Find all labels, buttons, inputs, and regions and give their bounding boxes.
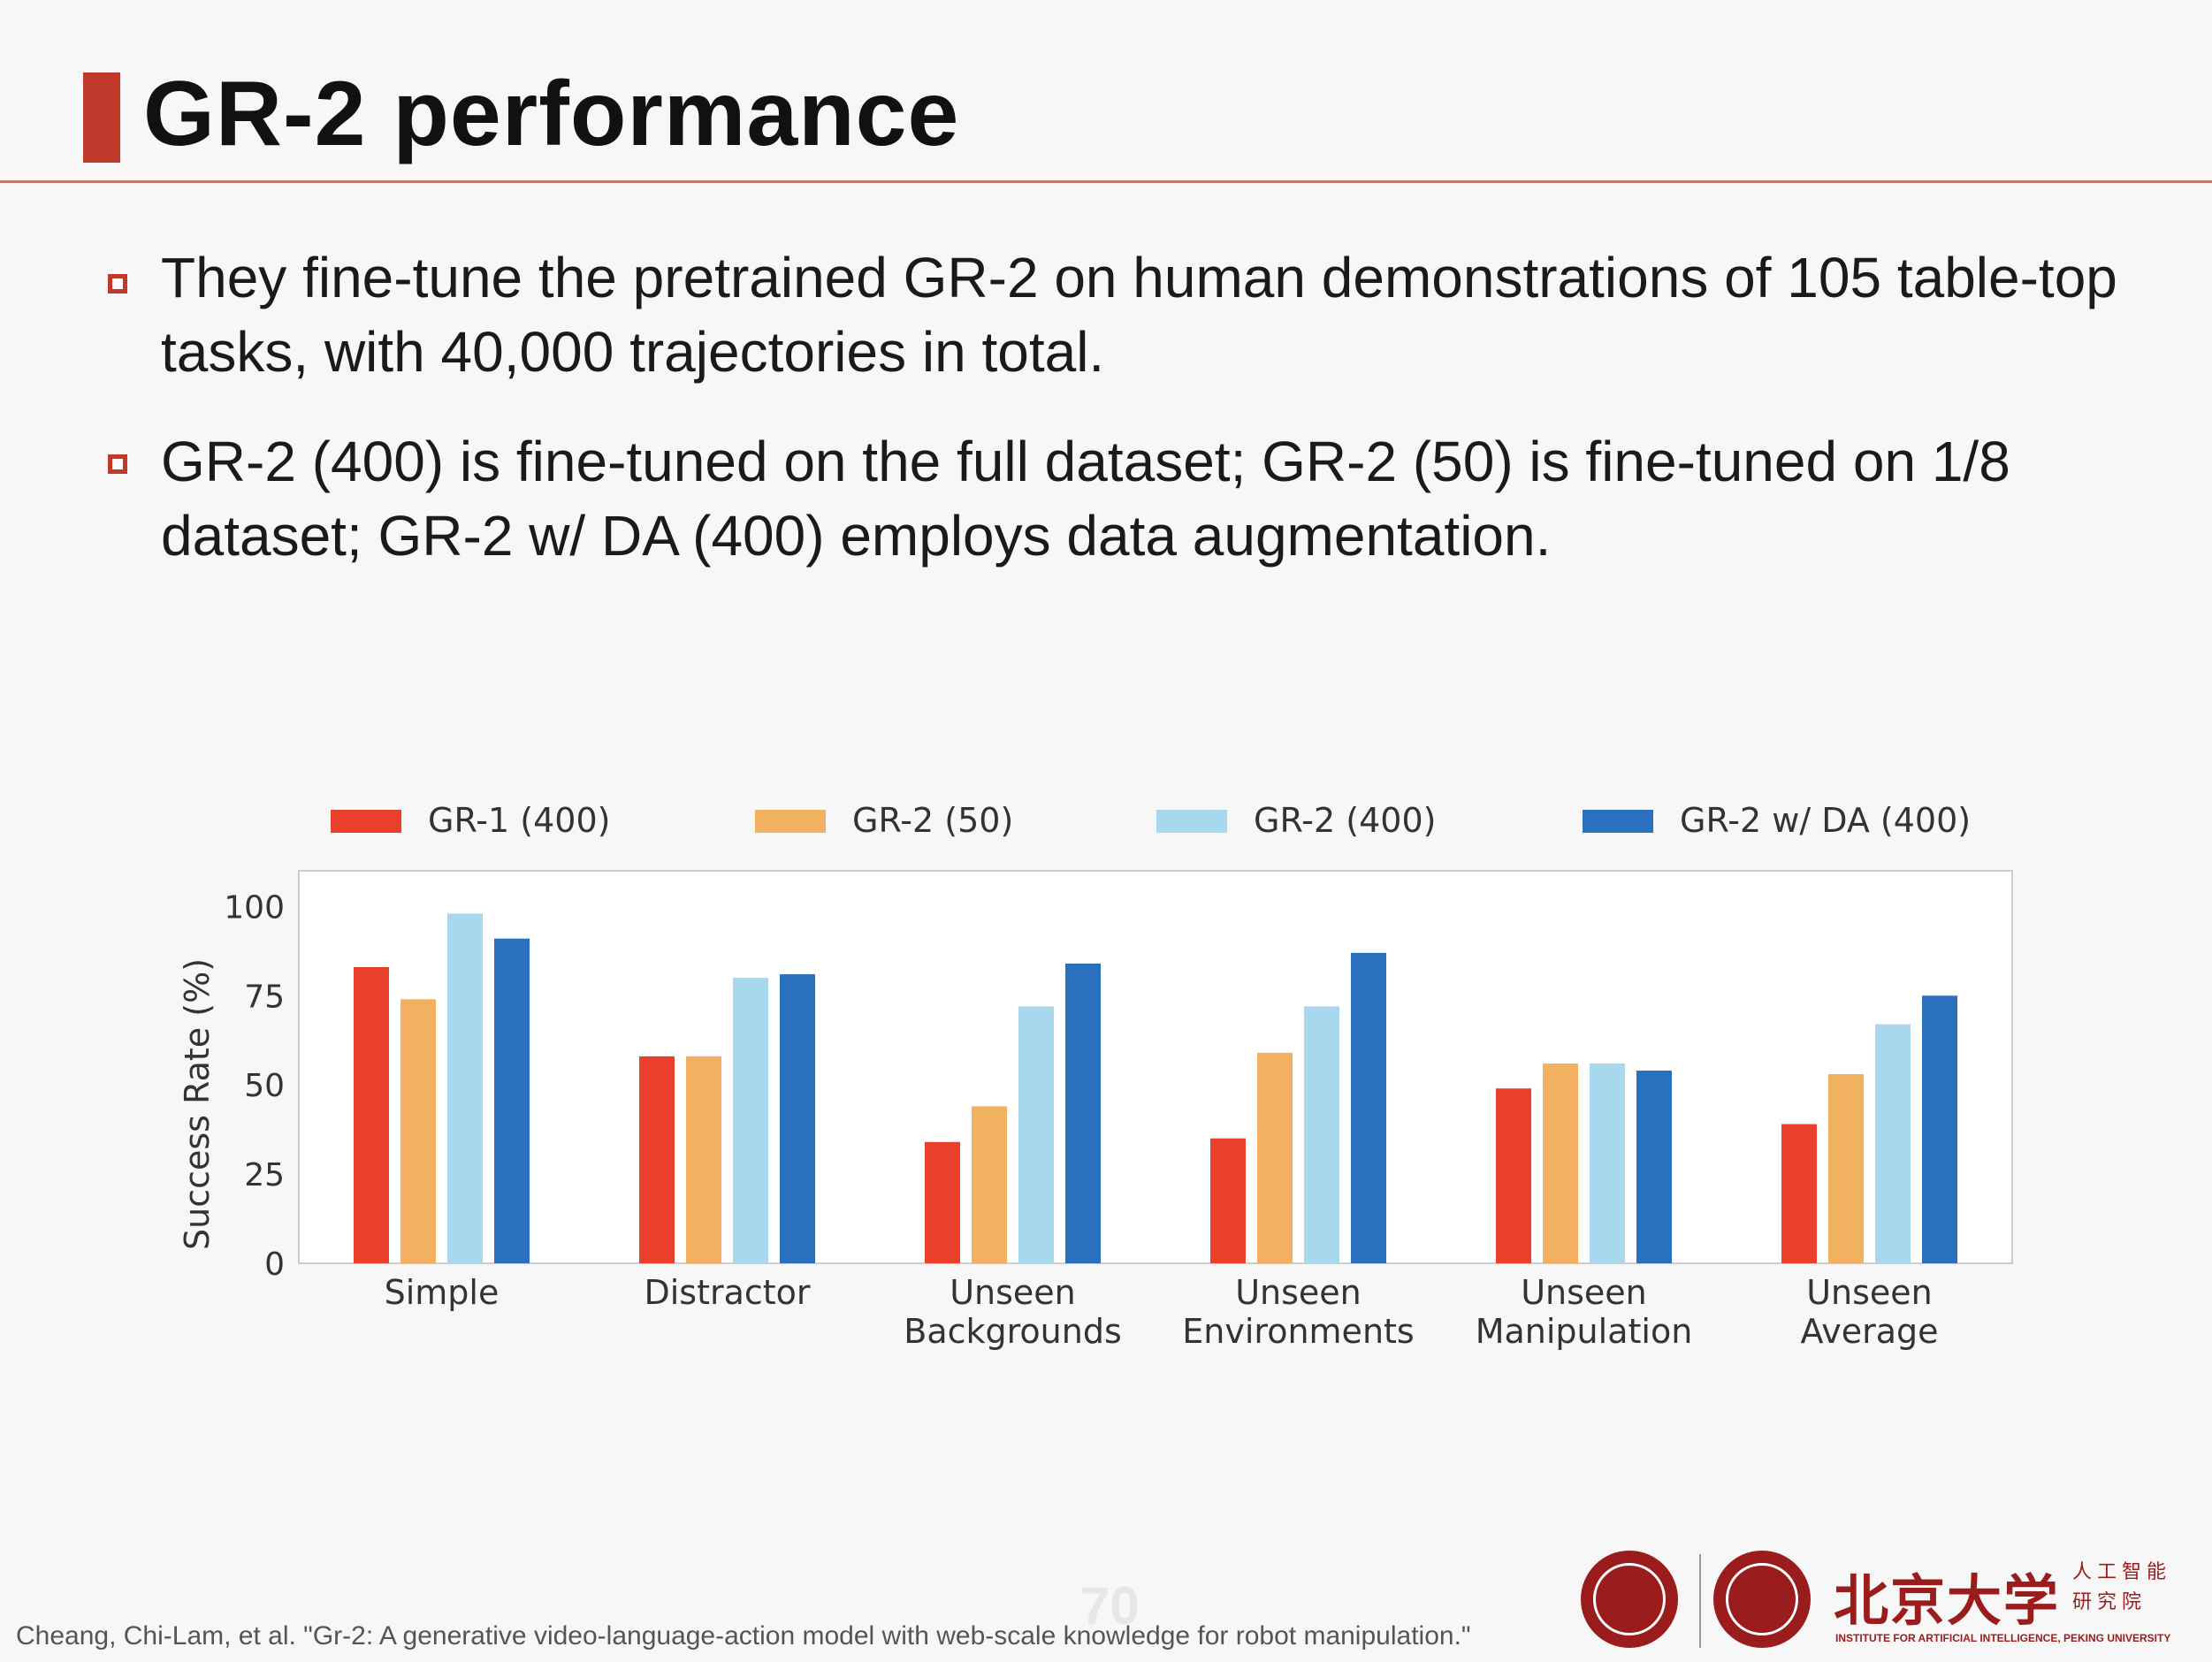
legend-swatch	[755, 810, 826, 833]
bar	[925, 1141, 960, 1263]
pku-name-cn: 北京大学	[1834, 1568, 2061, 1633]
legend-label: GR-2 (50)	[852, 801, 1014, 840]
legend-swatch	[1583, 810, 1653, 833]
logo-divider	[1699, 1554, 1701, 1648]
iai-name-cn-line2: 研究院	[2072, 1591, 2147, 1613]
bar	[494, 938, 530, 1263]
y-tick-label: 75	[244, 979, 285, 1015]
legend-label: GR-1 (400)	[428, 801, 611, 840]
bar	[1875, 1024, 1911, 1263]
bar	[1922, 995, 1957, 1263]
bullet-square-icon	[108, 454, 127, 474]
bar	[1210, 1138, 1246, 1263]
x-axis: Simple Distractor UnseenBackgroundsUnseenE…	[385, 1273, 1939, 1351]
bar	[1065, 963, 1101, 1263]
y-tick-label: 100	[224, 889, 285, 926]
y-axis: 0 25 50 75 100	[224, 889, 285, 1283]
bullet-text: They fine-tune the pretrained GR-2 on hu…	[161, 246, 2117, 384]
iai-name-en: INSTITUTE FOR ARTIFICIAL INTELLIGENCE, P…	[1835, 1632, 2171, 1644]
bar	[639, 1056, 675, 1263]
slide-title: GR-2 performance	[143, 63, 960, 165]
bullet-text: GR-2 (400) is fine-tuned on the full dat…	[161, 430, 2010, 568]
x-tick-label: Environments	[1182, 1312, 1414, 1351]
bar	[1781, 1124, 1817, 1263]
legend-label: GR-2 w/ DA (400)	[1680, 801, 1972, 840]
iai-name-cn-line1: 人工智能	[2072, 1561, 2172, 1583]
x-tick-label: Average	[1800, 1312, 1938, 1351]
bar	[780, 974, 815, 1263]
x-tick-label: Manipulation	[1476, 1312, 1693, 1351]
bar	[1257, 1052, 1293, 1263]
title-accent-bar	[83, 72, 120, 163]
x-tick-label: Unseen	[1806, 1273, 1933, 1312]
bar	[1018, 1006, 1054, 1263]
plot-area	[298, 870, 2013, 1264]
title-divider	[0, 180, 2212, 183]
pku-seal-icon	[1581, 1551, 1678, 1648]
legend-swatch	[1156, 810, 1227, 833]
bar	[686, 1056, 721, 1263]
x-tick-label: Unseen	[1235, 1273, 1362, 1312]
legend-swatch	[331, 810, 401, 833]
bar	[1304, 1006, 1339, 1263]
bars	[354, 913, 1957, 1263]
bar-chart: 0 25 50 75 100 Success Rate (%) Simple Distra…	[178, 870, 2013, 1351]
y-tick-label: 50	[244, 1068, 285, 1104]
bar	[1590, 1063, 1625, 1263]
bar	[447, 913, 483, 1263]
bullet-square-icon	[108, 274, 127, 294]
bar	[1351, 952, 1386, 1263]
x-tick-label: Backgrounds	[904, 1312, 1122, 1351]
bar	[1828, 1074, 1864, 1263]
y-tick-label: 0	[264, 1246, 285, 1283]
x-tick-label: Simple	[385, 1273, 500, 1312]
bar	[354, 966, 389, 1263]
y-tick-label: 25	[244, 1157, 285, 1193]
bar	[1636, 1071, 1672, 1263]
citation: Cheang, Chi-Lam, et al. "Gr-2: A generat…	[16, 1621, 1471, 1651]
page-number: 70	[1080, 1576, 1140, 1635]
legend-label: GR-2 (400)	[1254, 801, 1437, 840]
x-tick-label: Distractor	[644, 1273, 810, 1312]
x-tick-label: Unseen	[1521, 1273, 1647, 1312]
bar	[1496, 1088, 1531, 1263]
bar	[972, 1106, 1007, 1263]
x-tick-label: Unseen	[950, 1273, 1076, 1312]
y-axis-label: Success Rate (%)	[178, 958, 217, 1250]
institution-logos: 北京大学 人工智能 研究院 INSTITUTE FOR ARTIFICIAL I…	[1579, 1551, 2198, 1653]
bar	[1543, 1063, 1578, 1263]
iai-seal-icon	[1713, 1551, 1811, 1648]
bar	[733, 978, 768, 1263]
bar	[400, 999, 436, 1263]
